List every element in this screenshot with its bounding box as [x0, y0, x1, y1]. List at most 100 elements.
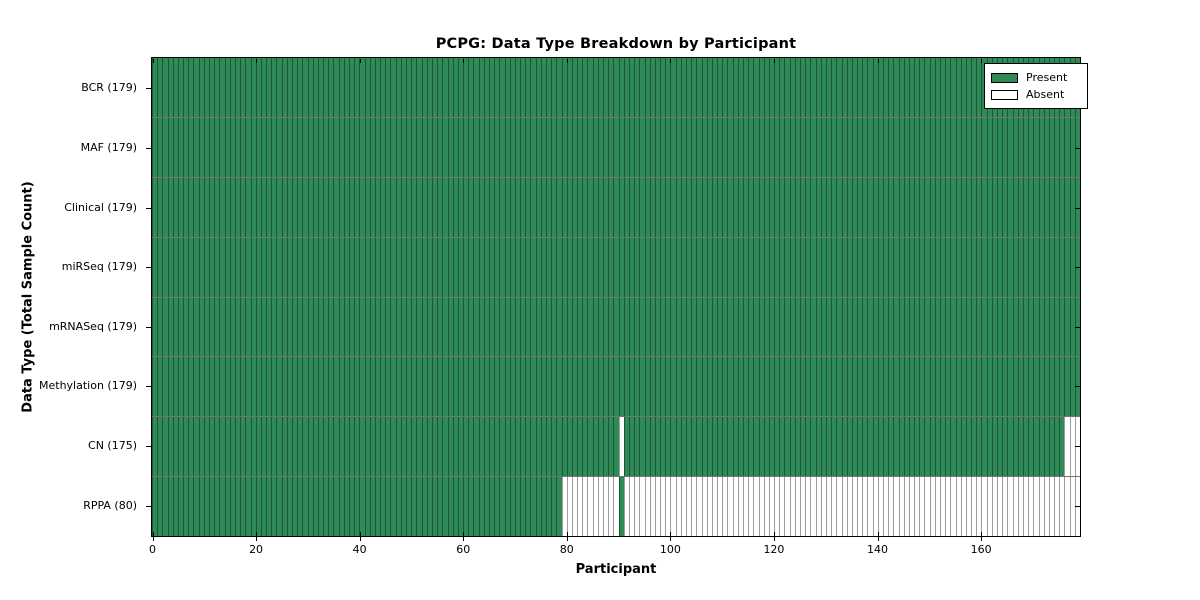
cell	[680, 417, 686, 477]
cell	[649, 58, 655, 117]
cell	[1059, 357, 1065, 417]
cell	[162, 297, 168, 357]
cell	[831, 237, 837, 297]
y-tick-label: Clinical (179)	[64, 200, 137, 214]
cell	[509, 417, 515, 477]
cell	[888, 58, 894, 117]
cell	[406, 237, 412, 297]
cell	[955, 417, 961, 477]
cell	[981, 237, 987, 297]
cell	[260, 237, 267, 297]
cell	[307, 237, 313, 297]
cell	[711, 417, 718, 477]
cell	[437, 297, 443, 357]
cell	[789, 237, 795, 297]
cell	[960, 177, 966, 237]
row-Methylation	[152, 356, 1080, 417]
cell	[815, 58, 821, 117]
cell	[291, 357, 298, 417]
cell	[276, 297, 282, 357]
cell	[882, 177, 889, 237]
cell	[203, 237, 210, 297]
cell	[406, 117, 412, 177]
cell	[665, 58, 671, 117]
cell	[209, 237, 215, 297]
cell	[644, 117, 650, 177]
cell	[369, 177, 375, 237]
cell	[520, 357, 526, 417]
cell	[945, 477, 951, 536]
cell	[1002, 357, 1008, 417]
cell	[654, 477, 661, 536]
cell	[846, 58, 852, 117]
cell	[903, 237, 909, 297]
cell	[509, 237, 515, 297]
cell	[281, 58, 287, 117]
cell	[711, 237, 718, 297]
cell	[649, 237, 655, 297]
cell	[737, 477, 744, 536]
cell	[359, 117, 365, 177]
cell	[1033, 417, 1039, 477]
cell	[483, 237, 489, 297]
cell	[893, 297, 899, 357]
cell	[789, 117, 795, 177]
cell	[188, 177, 194, 237]
y-tick-label: BCR (179)	[81, 81, 137, 95]
cell	[520, 417, 526, 477]
cell	[634, 237, 640, 297]
cell	[209, 297, 215, 357]
cell	[800, 58, 806, 117]
cell	[172, 237, 178, 297]
cell	[903, 117, 909, 177]
cell	[359, 477, 365, 536]
cell	[893, 58, 899, 117]
cell	[1038, 117, 1044, 177]
cell	[758, 117, 764, 177]
cell	[328, 237, 334, 297]
cell	[1054, 417, 1060, 477]
cell	[934, 357, 941, 417]
cell	[893, 477, 899, 536]
cell	[846, 117, 852, 177]
cell	[266, 357, 272, 417]
cell	[250, 297, 256, 357]
cell	[224, 237, 230, 297]
cell	[219, 237, 225, 297]
cell	[546, 58, 552, 117]
cell	[976, 117, 982, 177]
cell	[680, 297, 686, 357]
cell	[929, 477, 935, 536]
cell	[317, 117, 324, 177]
cell	[411, 417, 417, 477]
cell	[862, 58, 868, 117]
cell	[1064, 237, 1070, 297]
cell	[1033, 477, 1039, 536]
cell	[193, 237, 199, 297]
cell	[649, 357, 655, 417]
cell	[157, 417, 163, 477]
cell	[763, 237, 769, 297]
cell	[406, 177, 412, 237]
cell	[1012, 297, 1018, 357]
cell	[934, 237, 941, 297]
cell	[929, 237, 935, 297]
cell	[743, 297, 749, 357]
cell	[437, 177, 443, 237]
cell	[1048, 417, 1055, 477]
cell	[825, 357, 832, 417]
cell	[152, 477, 158, 536]
cell	[628, 58, 635, 117]
cell	[457, 357, 464, 417]
cell	[245, 177, 251, 237]
cell	[250, 417, 256, 477]
cell	[1002, 237, 1008, 297]
cell	[717, 117, 723, 177]
cell	[991, 117, 998, 177]
cell	[665, 297, 671, 357]
cell	[167, 58, 173, 117]
cell	[924, 357, 930, 417]
cell	[618, 237, 624, 297]
cell	[317, 177, 324, 237]
cell	[940, 297, 946, 357]
